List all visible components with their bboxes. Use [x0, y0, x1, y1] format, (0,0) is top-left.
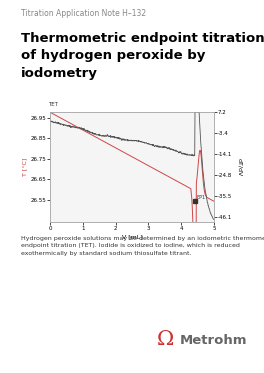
Text: TET: TET — [49, 103, 58, 107]
Text: Metrohm: Metrohm — [180, 334, 247, 347]
Text: EP1: EP1 — [197, 195, 206, 200]
Text: Thermometric endpoint titration
of hydrogen peroxide by
iodometry: Thermometric endpoint titration of hydro… — [21, 32, 264, 80]
Text: Hydrogen peroxide solutions may be determined by an iodometric thermometric
endp: Hydrogen peroxide solutions may be deter… — [21, 236, 264, 256]
X-axis label: V [mL]: V [mL] — [122, 234, 142, 239]
Y-axis label: dT/dV: dT/dV — [237, 158, 242, 176]
Text: Ω: Ω — [157, 330, 174, 349]
Text: Titration Application Note H–132: Titration Application Note H–132 — [21, 9, 146, 18]
Y-axis label: T [°C]: T [°C] — [22, 158, 27, 176]
